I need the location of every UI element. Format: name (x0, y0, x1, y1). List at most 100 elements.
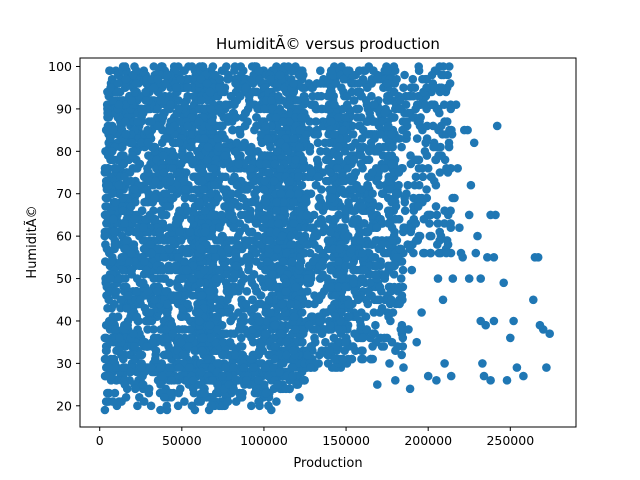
data-point (327, 282, 336, 292)
data-point (185, 325, 195, 334)
data-point (122, 236, 131, 245)
data-point (391, 346, 400, 356)
data-point (273, 244, 282, 254)
data-point (120, 117, 130, 126)
data-point (135, 393, 144, 402)
data-point (414, 202, 423, 211)
data-point (212, 325, 222, 334)
data-point (362, 117, 372, 126)
data-point (316, 147, 325, 156)
data-point (135, 295, 145, 305)
data-point (194, 117, 204, 126)
data-point (316, 79, 326, 88)
data-point (186, 333, 195, 343)
data-point (425, 231, 435, 241)
data-point (113, 79, 123, 88)
data-point (327, 265, 336, 275)
data-point (146, 363, 156, 372)
data-point (334, 142, 343, 152)
data-point (129, 214, 139, 224)
data-point (427, 172, 436, 182)
data-point (199, 134, 209, 143)
data-point (309, 210, 319, 220)
data-point (225, 210, 234, 220)
y-tick-label: 80 (56, 144, 72, 159)
data-point (276, 164, 285, 173)
data-point (326, 168, 336, 177)
y-tick-label: 100 (48, 59, 72, 74)
data-point (442, 117, 452, 126)
data-point (150, 193, 159, 203)
data-point (382, 79, 392, 88)
data-point (306, 312, 316, 322)
data-point (400, 193, 410, 203)
data-point (445, 79, 455, 88)
data-point (377, 240, 386, 249)
data-point (291, 325, 300, 334)
data-point (214, 142, 224, 152)
data-point (253, 231, 263, 241)
data-point (356, 151, 366, 160)
data-point (280, 206, 289, 215)
data-point (168, 164, 177, 173)
data-point (198, 62, 208, 71)
data-point (369, 308, 379, 317)
data-point (176, 312, 186, 322)
data-point (427, 70, 437, 80)
data-point (118, 363, 128, 372)
data-point (114, 189, 124, 198)
data-point (120, 380, 130, 389)
data-point (398, 282, 408, 292)
y-tick-label: 30 (56, 356, 72, 371)
data-point (249, 363, 258, 372)
data-point (380, 108, 390, 118)
data-point (366, 354, 376, 364)
data-point (246, 354, 256, 364)
data-point (270, 342, 280, 351)
data-point (297, 337, 307, 347)
data-point (338, 176, 348, 186)
data-point (277, 299, 287, 309)
data-point (177, 274, 187, 283)
data-point (175, 138, 184, 148)
data-point (542, 363, 551, 372)
data-point (155, 227, 165, 237)
data-point (243, 117, 252, 126)
data-point (203, 142, 213, 152)
data-point (276, 265, 285, 275)
data-point (365, 278, 375, 288)
data-point (330, 100, 339, 109)
data-point (174, 104, 184, 114)
data-point (140, 197, 149, 207)
data-point (115, 333, 124, 343)
data-point (303, 274, 312, 283)
data-point (250, 282, 260, 292)
data-point (143, 138, 153, 148)
data-point (316, 66, 325, 75)
data-point (189, 388, 199, 398)
data-point (306, 363, 315, 372)
data-point (141, 96, 150, 105)
data-point (225, 337, 235, 347)
data-point (110, 363, 120, 372)
data-point (260, 176, 270, 186)
data-point (168, 329, 177, 339)
data-point (190, 405, 200, 415)
data-point (164, 342, 173, 351)
data-point (169, 151, 178, 160)
data-point (167, 320, 177, 330)
data-point (101, 346, 111, 356)
data-point (135, 350, 144, 360)
data-point (140, 257, 149, 266)
data-point (185, 363, 194, 372)
data-point (285, 176, 295, 186)
x-axis-label: Production (293, 456, 362, 471)
data-point (161, 189, 171, 198)
data-point (121, 244, 131, 254)
data-point (473, 231, 482, 241)
data-point (275, 70, 285, 80)
data-point (354, 104, 364, 114)
data-point (295, 261, 305, 271)
data-point (367, 168, 377, 177)
data-point (341, 206, 350, 215)
